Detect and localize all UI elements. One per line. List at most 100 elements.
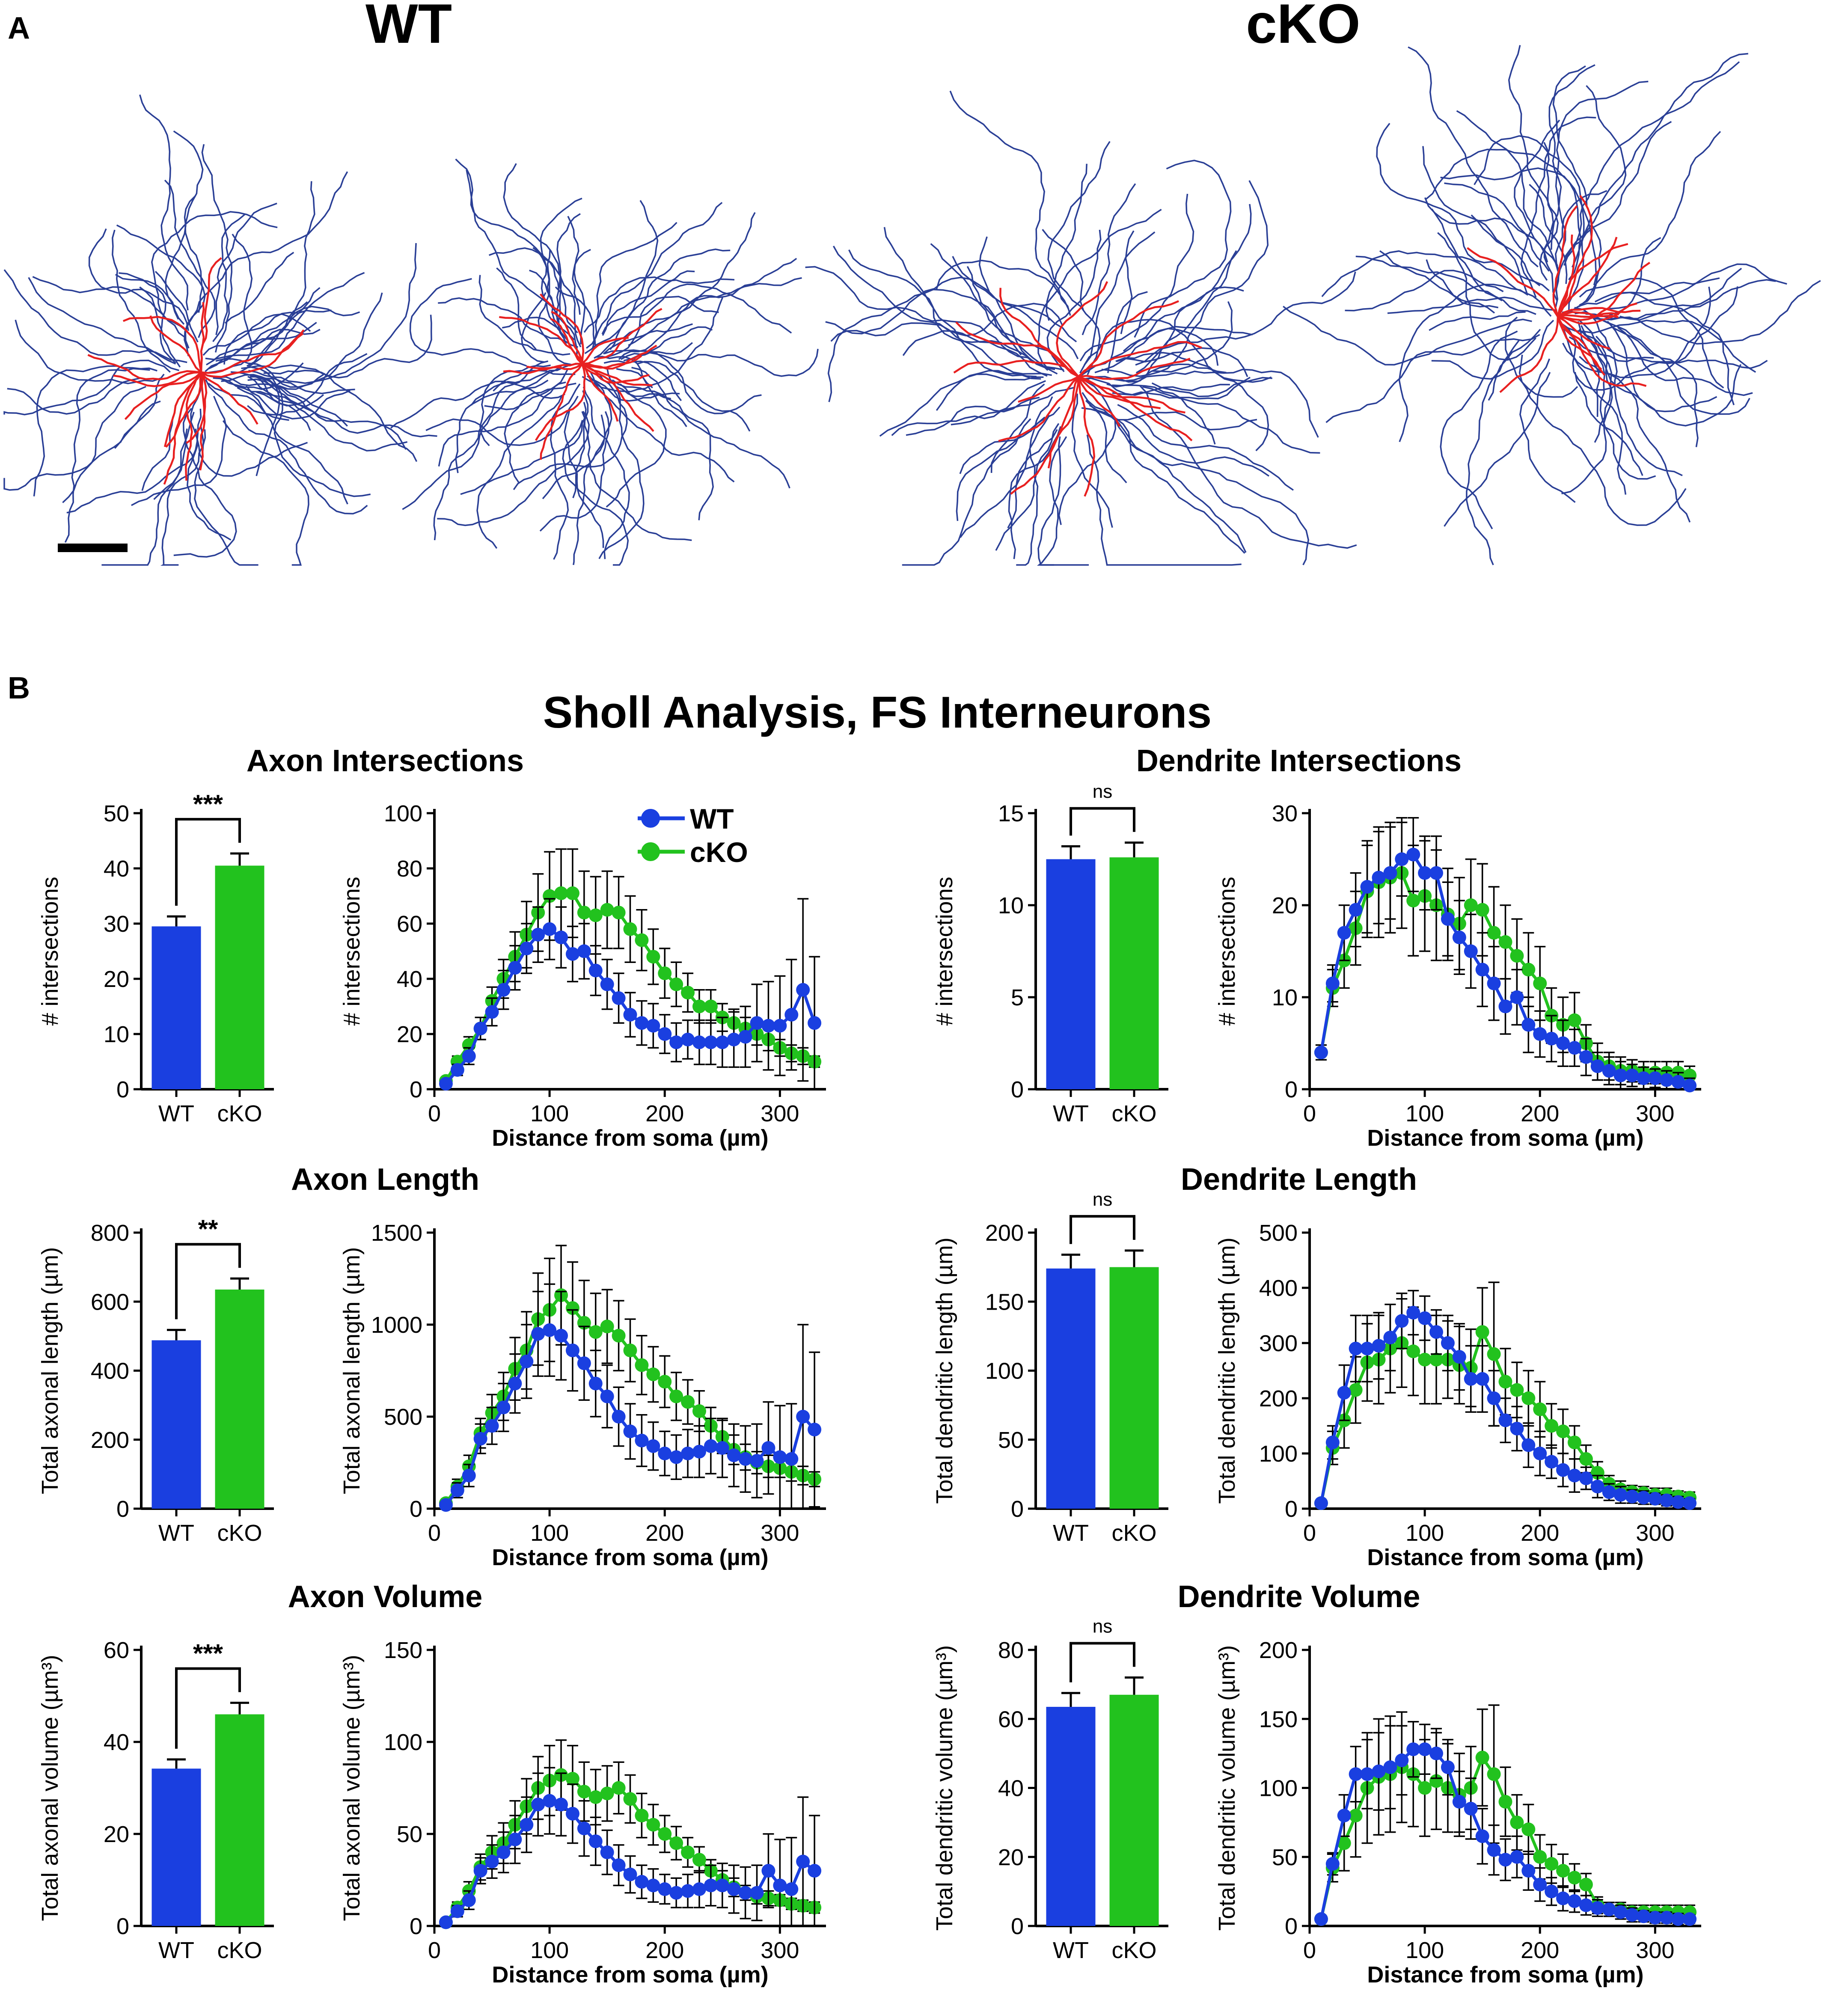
y-tick-label: 60	[397, 911, 422, 937]
data-point	[565, 1807, 579, 1821]
axon-branch	[248, 243, 417, 384]
axon-branch	[960, 415, 1050, 538]
dendrite-branch	[526, 363, 582, 369]
data-point	[646, 1818, 660, 1832]
dendrite-branch	[1078, 376, 1193, 442]
data-point	[623, 1424, 637, 1438]
x-tick-label: 300	[761, 1520, 799, 1546]
axon-branch	[201, 144, 233, 353]
y-axis-label: Total axonal volume (µm³)	[339, 1655, 365, 1921]
x-tick-label: 200	[1521, 1520, 1559, 1546]
axon-branch	[1617, 327, 1753, 396]
data-point	[808, 1016, 822, 1030]
data-point	[612, 1858, 626, 1872]
dendrite-branch	[581, 363, 650, 384]
axon-branch	[114, 374, 165, 449]
axon-branch	[402, 366, 562, 510]
axon-branch	[936, 370, 1037, 411]
data-point	[612, 1781, 626, 1795]
axon-branch	[1471, 214, 1541, 286]
axon-branch	[1514, 119, 1560, 266]
y-tick-label: 150	[384, 1637, 422, 1663]
y-tick-label: 50	[397, 1822, 422, 1847]
y-tick-label: 10	[104, 1022, 129, 1047]
data-point	[623, 922, 637, 936]
axon-branch	[1089, 404, 1245, 554]
data-point	[738, 1886, 752, 1900]
dendrite-branch	[535, 363, 586, 441]
data-point	[1360, 880, 1374, 894]
axon-branch	[230, 371, 280, 476]
data-point	[1452, 1795, 1466, 1809]
data-point	[1556, 1424, 1570, 1438]
data-point	[1590, 1480, 1604, 1494]
data-point	[1464, 1372, 1478, 1386]
x-tick-label: WT	[158, 1520, 194, 1546]
data-point	[658, 1447, 672, 1460]
axon-branch	[1518, 354, 1687, 526]
data-point	[1325, 1435, 1340, 1450]
axon-branch	[1561, 329, 1613, 495]
significance-bracket	[1070, 807, 1135, 836]
data-point	[1498, 1853, 1512, 1867]
data-point	[462, 1893, 476, 1907]
x-tick-label: 200	[645, 1938, 684, 1963]
data-point	[496, 1845, 511, 1859]
y-tick-label: 10	[1272, 985, 1298, 1010]
data-point	[1360, 1341, 1374, 1355]
axon-branch	[208, 287, 321, 369]
axon-branch	[1037, 436, 1061, 566]
axon-branch	[601, 283, 792, 335]
dendrite-branch	[540, 363, 583, 460]
chart-den-int-bar: Dendrite Intersections 0 5 10 15 # intersecti…	[932, 744, 1462, 1126]
data-point	[1452, 930, 1466, 945]
neuron-reconstructions	[3, 45, 1821, 566]
neuron-wt-1	[3, 94, 437, 566]
data-point	[646, 1367, 660, 1382]
axon-branch	[1563, 61, 1740, 266]
axon-branch	[141, 416, 174, 491]
axon-branch	[115, 273, 185, 325]
axon-branch	[1321, 250, 1552, 317]
data-point	[1660, 1493, 1674, 1507]
data-point	[1579, 1898, 1593, 1912]
y-axis-label: # intersections	[37, 877, 63, 1025]
data-point	[473, 1864, 487, 1878]
data-point	[1464, 944, 1478, 958]
axon-branch	[246, 181, 315, 367]
y-tick-label: 40	[104, 856, 129, 882]
data-point	[669, 1389, 683, 1403]
data-point	[1613, 1068, 1628, 1082]
axon-branch	[1107, 291, 1148, 373]
axon-branch	[1008, 426, 1061, 559]
axon-branch	[438, 297, 579, 348]
x-tick-label: 0	[1303, 1520, 1316, 1546]
axon-branch	[883, 227, 1041, 380]
y-axis-label: Total dendritic length (µm)	[932, 1237, 957, 1504]
chart-den-int-line: 0 10 20 30 # intersections 0 100 200 300Distance…	[1214, 801, 1701, 1151]
axon-branch	[1085, 400, 1127, 484]
axon-branch	[1058, 380, 1117, 525]
data-point	[1372, 1764, 1386, 1778]
data-point	[1579, 1878, 1593, 1892]
x-tick-label: WT	[158, 1938, 194, 1963]
chart-title: Dendrite Intersections	[1136, 744, 1462, 778]
axon-branch	[567, 216, 586, 345]
y-tick-label: 200	[1259, 1386, 1298, 1412]
axon-branch	[628, 277, 802, 346]
dendrite-branch	[953, 360, 1079, 377]
data-point	[520, 942, 534, 956]
x-tick-label: 0	[428, 1101, 441, 1126]
axon-branch	[1325, 334, 1540, 423]
axon-branch	[1578, 131, 1721, 307]
data-point	[1464, 1801, 1478, 1816]
dendrite-branch	[1557, 243, 1628, 317]
data-point	[1475, 903, 1489, 917]
axon-branch	[1114, 418, 1309, 565]
data-point	[646, 1878, 660, 1893]
axon-branch	[1425, 149, 1585, 268]
axon-branch	[1574, 371, 1643, 476]
axon-branch	[1562, 277, 1720, 313]
data-point	[635, 1809, 649, 1822]
data-point	[1567, 1013, 1581, 1027]
